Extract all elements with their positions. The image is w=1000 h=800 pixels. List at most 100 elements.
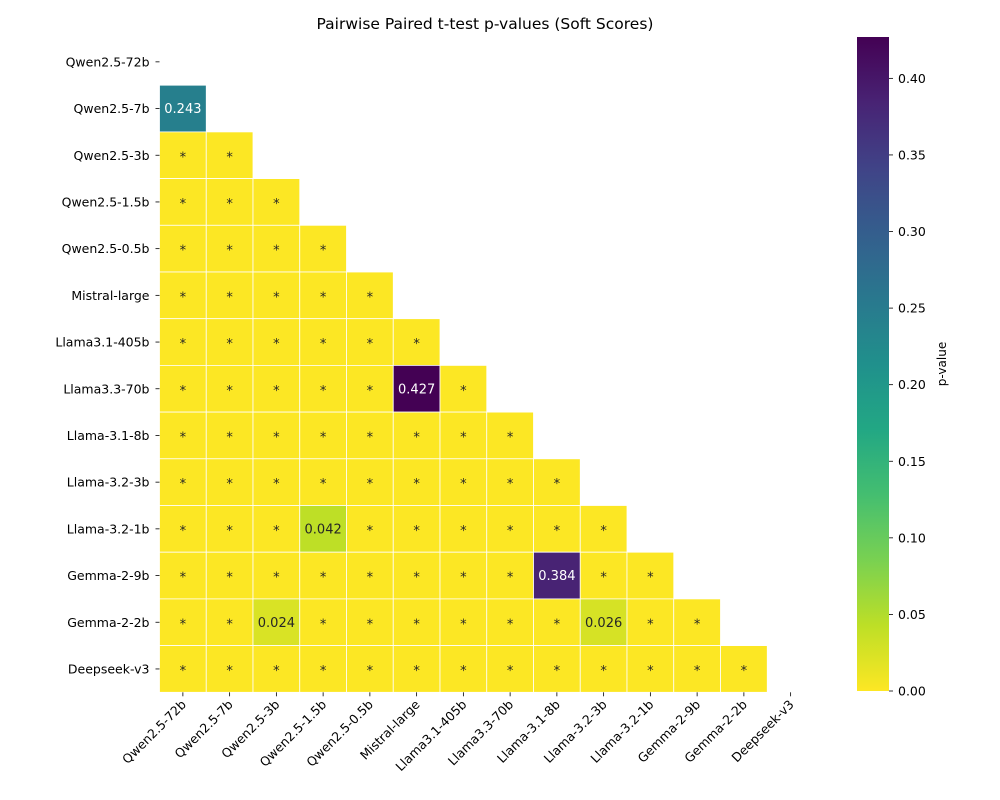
colorbar-tick-label: 0.30 (898, 224, 926, 239)
cell-label: * (273, 664, 280, 679)
cell-label: * (460, 571, 467, 586)
y-tick-label: Llama3.3-70b (63, 381, 149, 396)
colorbar-label: p-value (935, 342, 949, 386)
heatmap-cell (299, 271, 347, 320)
heatmap-cell (439, 598, 488, 647)
heatmap-cell (252, 318, 301, 366)
cell-label: * (413, 524, 420, 539)
heatmap-cell (392, 645, 441, 693)
y-tick-label: Qwen2.5-1.5b (62, 194, 150, 209)
heatmap-cell (159, 598, 207, 647)
heatmap-cell (533, 458, 581, 506)
y-tick-label: Gemma-2-9b (67, 568, 149, 583)
y-tick-label: Deepseek-v3 (68, 661, 150, 676)
cell-label: * (273, 290, 280, 305)
heatmap-cell (486, 598, 534, 647)
cell-label: * (413, 571, 420, 586)
cell-label: 0.384 (538, 569, 575, 584)
cell-label: * (507, 430, 514, 445)
cell-label: * (320, 430, 327, 445)
heatmap-cell (205, 224, 254, 273)
y-tick-label: Llama-3.2-3b (67, 475, 150, 490)
cell-label: * (367, 664, 374, 679)
heatmap-cell (392, 505, 441, 553)
heatmap-cell (533, 598, 581, 647)
heatmap-cell (252, 598, 301, 647)
heatmap-cell (159, 364, 207, 413)
heatmap-cell (159, 411, 207, 460)
cell-label: * (180, 664, 187, 679)
cell-label: * (273, 337, 280, 352)
cell-label: * (413, 337, 420, 352)
cell-label: * (367, 337, 374, 352)
y-tick-label: Qwen2.5-72b (66, 54, 150, 69)
cell-label: * (180, 524, 187, 539)
cell-label: * (320, 571, 327, 586)
cell-label: * (226, 664, 233, 679)
heatmap-cell (205, 131, 254, 179)
cell-label: * (460, 430, 467, 445)
y-tick-label: Qwen2.5-3b (74, 148, 150, 163)
y-tick-label: Qwen2.5-0.5b (62, 241, 150, 256)
colorbar-gradient (857, 37, 889, 691)
colorbar-tick-label: 0.05 (898, 607, 926, 622)
cell-label: * (460, 384, 467, 399)
cell-label: * (367, 384, 374, 399)
heatmap-cell (626, 551, 675, 600)
cell-label: * (367, 290, 374, 305)
heatmap-cell (392, 364, 441, 413)
heatmap-cell (205, 271, 254, 320)
heatmap-cell (533, 505, 581, 553)
cell-label: * (507, 664, 514, 679)
cell-label: * (180, 571, 187, 586)
cell-label: * (273, 384, 280, 399)
cell-label: * (180, 244, 187, 259)
cell-label: * (367, 571, 374, 586)
cell-label: * (226, 150, 233, 165)
heatmap-cell (346, 645, 394, 693)
cell-label: * (226, 197, 233, 212)
cell-label: * (180, 384, 187, 399)
cell-label: * (180, 430, 187, 445)
heatmap-cell (252, 645, 301, 693)
cell-label: * (273, 244, 280, 259)
cell-label: * (180, 290, 187, 305)
cell-label: * (320, 337, 327, 352)
heatmap-cell (159, 505, 207, 553)
heatmap-cells (159, 84, 768, 693)
cell-label: 0.024 (258, 616, 295, 631)
cell-label: * (554, 477, 561, 492)
cell-label: * (180, 617, 187, 632)
cell-label: * (600, 524, 607, 539)
cell-label: * (554, 524, 561, 539)
heatmap-cell (579, 505, 628, 553)
heatmap-cell (626, 645, 675, 693)
cell-label: * (226, 384, 233, 399)
cell-label: * (180, 197, 187, 212)
heatmap-cell (533, 551, 581, 600)
cell-label: * (507, 571, 514, 586)
cell-label: * (367, 617, 374, 632)
cell-label: * (413, 430, 420, 445)
heatmap-cell (205, 364, 254, 413)
y-tick-label: Mistral-large (71, 288, 149, 303)
heatmap-cell (252, 458, 301, 506)
cell-label: * (694, 664, 701, 679)
heatmap-cell (299, 224, 347, 273)
heatmap-cell (159, 551, 207, 600)
heatmap-cell (299, 505, 347, 553)
cell-label: * (320, 617, 327, 632)
colorbar: 0.00 0.05 0.10 0.15 0.20 0.25 0.30 0.35 0.40 p-v… (857, 37, 949, 699)
y-tick-label: Gemma-2-2b (67, 615, 149, 630)
cell-label: * (507, 477, 514, 492)
cell-label: * (320, 477, 327, 492)
cell-label: 0.042 (305, 522, 342, 537)
cell-label: * (507, 524, 514, 539)
cell-label: * (600, 571, 607, 586)
heatmap-cell (299, 318, 347, 366)
cell-label: * (460, 524, 467, 539)
cell-label: * (226, 430, 233, 445)
cell-label: * (460, 477, 467, 492)
cell-label: * (413, 664, 420, 679)
cell-label: * (320, 664, 327, 679)
